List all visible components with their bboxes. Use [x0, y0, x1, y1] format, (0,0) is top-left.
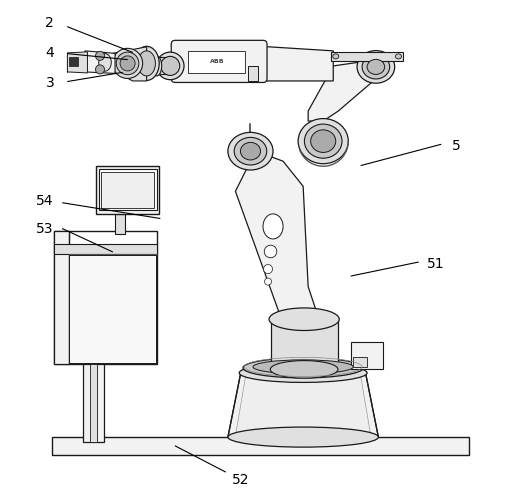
Polygon shape [112, 47, 147, 81]
Bar [54, 231, 157, 364]
Ellipse shape [120, 56, 135, 71]
Text: 52: 52 [232, 473, 249, 487]
Ellipse shape [333, 54, 339, 59]
Ellipse shape [152, 56, 162, 76]
Text: 51: 51 [427, 257, 445, 271]
Text: 53: 53 [36, 222, 54, 236]
Polygon shape [68, 52, 87, 73]
Ellipse shape [95, 65, 105, 74]
Ellipse shape [264, 265, 272, 274]
Bar [54, 244, 157, 254]
FancyBboxPatch shape [171, 40, 267, 82]
Polygon shape [253, 46, 333, 81]
Bar [84, 364, 104, 442]
Ellipse shape [270, 361, 338, 378]
Ellipse shape [269, 308, 339, 330]
Ellipse shape [263, 214, 283, 239]
Text: 54: 54 [36, 194, 54, 208]
Ellipse shape [160, 56, 180, 75]
Polygon shape [235, 377, 371, 436]
Ellipse shape [228, 132, 273, 170]
Ellipse shape [311, 130, 336, 152]
Bar [69, 255, 156, 363]
Ellipse shape [243, 358, 363, 378]
Ellipse shape [134, 46, 159, 80]
Bar [102, 172, 154, 208]
Ellipse shape [228, 427, 378, 447]
Ellipse shape [240, 142, 261, 160]
Text: 2: 2 [45, 16, 54, 30]
Bar [99, 169, 157, 210]
Ellipse shape [362, 55, 390, 79]
Text: ABB: ABB [209, 59, 224, 64]
Ellipse shape [298, 119, 348, 163]
Bar [157, 57, 172, 74]
Bar [52, 437, 469, 455]
Ellipse shape [95, 51, 105, 60]
Bar [353, 357, 367, 367]
Ellipse shape [367, 59, 384, 74]
Ellipse shape [253, 360, 353, 374]
Bar [69, 57, 78, 66]
Polygon shape [235, 154, 318, 317]
Ellipse shape [265, 278, 271, 285]
Ellipse shape [116, 52, 139, 74]
Polygon shape [248, 66, 258, 81]
Bar [270, 319, 338, 369]
Bar [331, 52, 404, 61]
Ellipse shape [264, 245, 277, 258]
Ellipse shape [138, 51, 155, 76]
Ellipse shape [99, 54, 111, 71]
Bar [115, 214, 125, 234]
Bar [54, 231, 69, 364]
Ellipse shape [395, 54, 401, 59]
Ellipse shape [156, 52, 184, 79]
Text: 4: 4 [45, 46, 54, 60]
Ellipse shape [239, 363, 367, 382]
Ellipse shape [234, 137, 267, 165]
Polygon shape [85, 51, 115, 73]
Ellipse shape [112, 48, 142, 78]
Ellipse shape [357, 51, 395, 83]
Bar [96, 166, 159, 214]
Text: 5: 5 [452, 139, 460, 153]
Bar [90, 364, 98, 442]
Polygon shape [308, 61, 383, 121]
Bar [351, 342, 383, 369]
Bar [188, 51, 246, 73]
Text: 3: 3 [45, 76, 54, 91]
Ellipse shape [304, 124, 342, 158]
Polygon shape [228, 374, 378, 437]
